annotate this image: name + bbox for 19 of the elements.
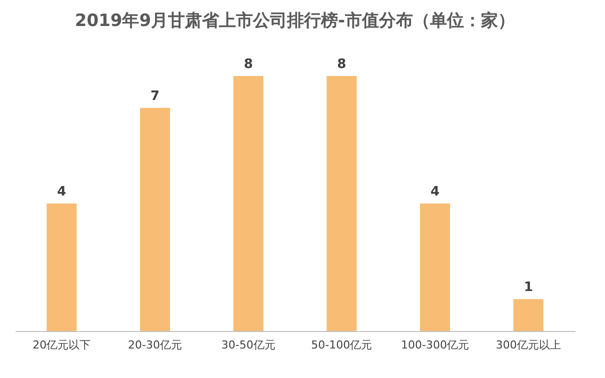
data-label: 4 (430, 184, 440, 200)
x-tick-label: 20-30亿元 (128, 338, 182, 352)
data-label: 1 (524, 280, 533, 296)
data-label: 8 (244, 57, 253, 72)
chart-title: 2019年9月甘肃省上市公司排行榜-市值分布（单位：家） (74, 11, 516, 31)
bar (513, 299, 544, 331)
x-tick-label: 300亿元以上 (496, 338, 561, 352)
bar (46, 204, 77, 331)
bar (140, 108, 170, 331)
data-label: 7 (150, 88, 160, 104)
bar (420, 204, 450, 331)
data-label: 4 (57, 184, 66, 200)
bar (233, 76, 264, 331)
x-tick-label: 50-100亿元 (311, 338, 372, 352)
x-tick-label: 20亿元以下 (32, 338, 91, 352)
data-label: 8 (337, 57, 346, 72)
bar (326, 76, 357, 331)
x-tick-label: 30-50亿元 (221, 338, 276, 352)
x-tick-label: 100-300亿元 (401, 338, 469, 352)
